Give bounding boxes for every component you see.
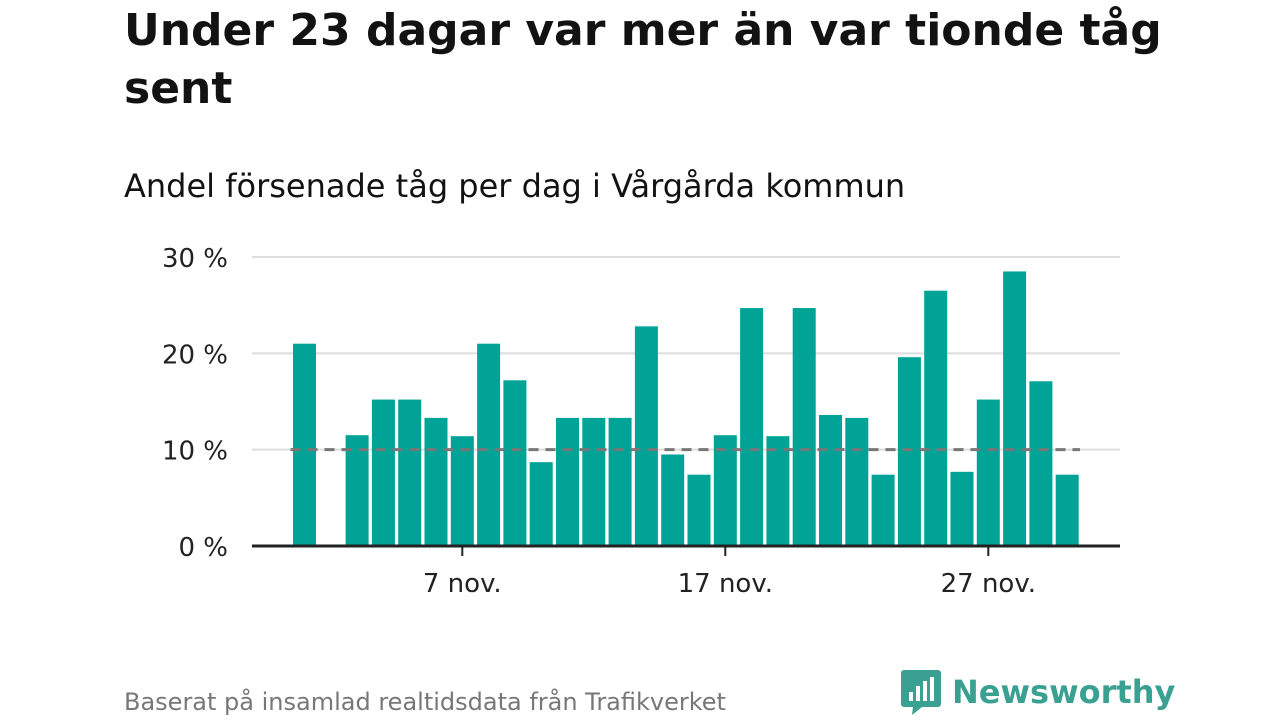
bar [713, 435, 737, 546]
bar [345, 435, 369, 546]
y-tick-label: 20 % [162, 340, 228, 370]
x-tick-label: 7 nov. [423, 569, 502, 599]
bar [529, 462, 553, 546]
bar [1029, 381, 1053, 546]
bar [503, 380, 527, 546]
bar [661, 454, 685, 546]
y-tick-label: 30 % [162, 244, 228, 274]
bar [477, 343, 501, 546]
bar [398, 399, 422, 546]
bar [1055, 474, 1079, 546]
bars [293, 271, 1079, 546]
bar [766, 436, 790, 546]
bar [792, 308, 816, 546]
y-axis-labels: 0 % 10 % 20 % 30 % [162, 244, 228, 563]
bar [293, 343, 316, 546]
y-tick-label: 0 % [178, 533, 228, 563]
bar [1003, 271, 1027, 546]
bar [608, 417, 632, 546]
source-note: Baserat på insamlad realtidsdata från Tr… [124, 688, 726, 716]
bar [582, 417, 606, 546]
x-tick-label: 17 nov. [678, 569, 773, 599]
bar [845, 417, 869, 546]
bar [950, 471, 974, 546]
bar [424, 417, 448, 546]
chart-title: Under 23 dagar var mer än var tionde tåg… [124, 5, 1162, 114]
y-tick-label: 10 % [162, 437, 228, 467]
x-tick-label: 27 nov. [941, 569, 1036, 599]
bar [871, 474, 895, 546]
bar [371, 399, 395, 546]
newsworthy-logo-icon [901, 670, 941, 715]
x-axis: 7 nov. 17 nov. 27 nov. [252, 544, 1120, 599]
bar [740, 308, 764, 546]
brand-name: Newsworthy [952, 673, 1176, 711]
bar [819, 414, 842, 546]
bar [450, 436, 474, 546]
chart-subtitle: Andel försenade tåg per dag i Vårgårda k… [124, 167, 906, 205]
bar [634, 326, 658, 546]
bar [687, 474, 711, 546]
bar [924, 290, 948, 546]
bar [556, 417, 579, 546]
brand-logo: Newsworthy [900, 668, 1175, 716]
bar [897, 357, 921, 546]
bar [976, 399, 1000, 546]
